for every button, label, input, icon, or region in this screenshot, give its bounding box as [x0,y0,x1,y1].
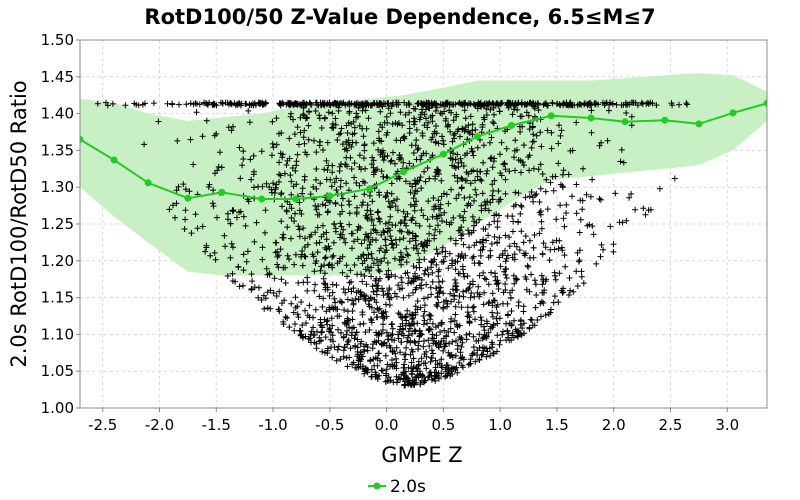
legend-label: 2.0s [390,477,426,497]
series-point [326,192,334,200]
y-tick-label: 1.00 [41,399,74,417]
y-tick-label: 1.10 [41,325,74,343]
series-line [80,102,767,200]
series-point [729,109,737,117]
x-tick-label: 2.5 [659,416,683,434]
x-tick-label: 2.0 [602,416,626,434]
series-line-group [80,99,767,203]
series-point [400,168,408,176]
series-point [366,185,374,193]
y-tick-label: 1.05 [41,362,74,380]
legend-marker [373,482,381,490]
series-point [292,195,300,203]
x-tick-label: -1.0 [258,416,287,434]
x-tick-label: -2.5 [88,416,117,434]
x-tick-label: -2.0 [145,416,174,434]
x-tick-label: 3.0 [715,416,739,434]
y-axis-label: 2.0s RotD100/RotD50 Ratio [7,80,31,367]
x-tick-label: 1.5 [545,416,569,434]
x-tick-label: 0.0 [375,416,399,434]
y-tick-label: 1.25 [41,215,74,233]
y-tick-label: 1.45 [41,68,74,86]
scatter-marks [94,99,691,389]
series-point [439,150,447,158]
y-tick-label: 1.50 [41,31,74,49]
series-point [621,118,629,126]
x-tick-label: -0.5 [315,416,344,434]
series-point [184,194,192,202]
x-tick-label: -1.5 [202,416,231,434]
confidence-band [80,73,767,276]
legend: 2.0s [368,477,426,497]
series-point [763,99,767,107]
series-point [473,132,481,140]
series-point [80,135,84,143]
y-tick-label: 1.35 [41,141,74,159]
band-area [80,73,767,276]
y-tick-label: 1.15 [41,289,74,307]
x-axis-label: GMPE Z [381,443,462,467]
chart-title: RotD100/50 Z-Value Dependence, 6.5≤M≤7 [144,5,655,29]
series-point [110,156,118,164]
series-point [547,112,555,120]
series-point [661,116,669,124]
tick-labels: -2.5 -2.0 -1.5 -1.0 -0.5 0.0 0.5 1.0 1.5 2.0 2.5 3.… [41,31,740,434]
y-tick-label: 1.40 [41,105,74,123]
series-point [508,121,515,129]
series-point [218,188,226,196]
series-point [695,120,703,128]
y-tick-label: 1.20 [41,252,74,270]
x-tick-label: 1.0 [488,416,512,434]
scatter-points [94,99,691,389]
x-tick-label: 0.5 [431,416,455,434]
series-point [258,195,266,203]
series-point [587,114,595,122]
y-tick-label: 1.30 [41,178,74,196]
series-point [144,179,152,187]
